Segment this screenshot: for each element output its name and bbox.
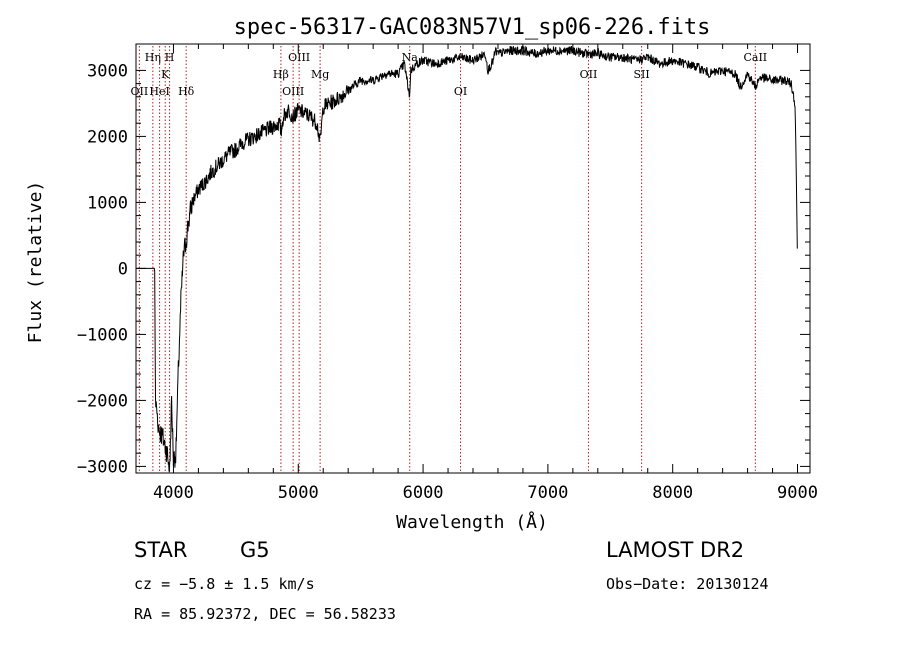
- spectral-line-label: OIII: [282, 85, 304, 98]
- x-tick-label: 4000: [153, 483, 194, 503]
- spectral-line-markers: [138, 46, 756, 473]
- spectral-line-label: OII: [580, 68, 598, 81]
- x-tick-label: 7000: [527, 483, 568, 503]
- spectral-line-label: K: [161, 68, 170, 81]
- object-subclass: G5: [240, 538, 270, 562]
- spectral-line-label: Hβ: [273, 68, 289, 81]
- x-tick-label: 8000: [652, 483, 693, 503]
- x-tick-label: 6000: [403, 483, 444, 503]
- spectral-line-label: OIII: [288, 51, 310, 64]
- spectrum-line: [136, 45, 798, 473]
- spectral-line-label: HeI: [149, 85, 169, 98]
- y-axis-label: Flux (relative): [25, 181, 46, 344]
- y-axis: −3000 −2000 −1000 0 1000 2000 3000: [77, 61, 810, 477]
- redshift-readout: cz = −5.8 ± 1.5 km/s: [134, 575, 315, 593]
- spectral-line-label: SII: [634, 68, 650, 81]
- y-tick-label: −1000: [77, 325, 128, 345]
- y-tick-label: 3000: [87, 61, 128, 81]
- y-tick-label: 1000: [87, 193, 128, 213]
- spectral-line-label: Na: [402, 51, 419, 64]
- object-class: STAR: [134, 538, 188, 562]
- plot-frame: [135, 43, 811, 474]
- spectral-line-label: OII: [131, 85, 149, 98]
- survey-name: LAMOST DR2: [606, 538, 745, 562]
- x-axis: 4000 5000 6000 7000 8000 9000: [153, 44, 818, 503]
- spectral-line-label: CaII: [743, 51, 767, 64]
- spectral-line-label: OI: [454, 85, 467, 98]
- x-axis-label: Wavelength (Å): [396, 511, 548, 533]
- spectral-line-label: Hδ: [178, 85, 195, 98]
- spectral-line-label: Hη: [145, 51, 161, 64]
- spectral-line-label: Mg: [311, 68, 329, 81]
- y-tick-label: 0: [118, 259, 128, 279]
- y-tick-label: 2000: [87, 127, 128, 147]
- y-tick-label: −2000: [77, 391, 128, 411]
- chart-title: spec-56317-GAC083N57V1_sp06-226.fits: [234, 15, 711, 40]
- y-tick-label: −3000: [77, 457, 128, 477]
- x-tick-label: 5000: [278, 483, 319, 503]
- spectral-line-label: H: [165, 51, 175, 64]
- coordinates: RA = 85.92372, DEC = 56.58233: [134, 605, 396, 623]
- x-tick-label: 9000: [777, 483, 818, 503]
- observation-date: Obs−Date: 20130124: [606, 575, 769, 593]
